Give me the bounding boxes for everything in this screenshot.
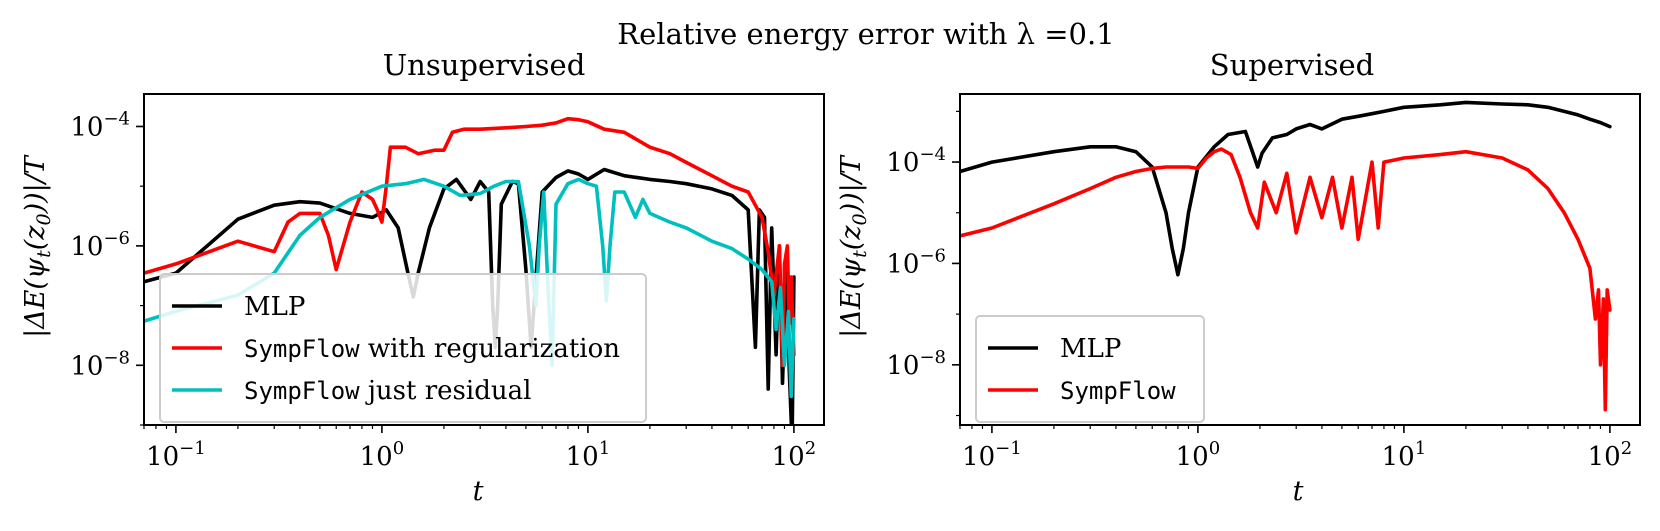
x-tick-label: 10−1 [962,438,1022,472]
x-tick-label: 100 [1176,438,1221,472]
figure-suptitle: Relative energy error with λ =0.1 [617,17,1114,51]
ylabel-unsupervised: |ΔE(ψt(z0))|/T [20,154,55,338]
y-tick-label: 10−6 [886,245,946,279]
xlabel-unsupervised: t [473,476,484,507]
panel-title-unsupervised: Unsupervised [383,48,586,82]
y-tick-label: 10−4 [70,108,130,142]
x-tick-label: 101 [566,438,611,472]
ylabel-unsupervised-text: |ΔE(ψt(z0))|/T [20,154,55,338]
plot-area-supervised: 10−1 100 101 102 10−8 10−6 10−4 MLP SympFlow [886,93,1641,472]
axes-frame [143,93,825,426]
axes-frame [959,93,1641,426]
panel-title-supervised: Supervised [1210,48,1374,82]
x-tick-label: 102 [772,438,817,472]
legend-box [159,273,647,423]
series-group [960,100,1612,412]
panel-supervised: Supervised |ΔE(ψt(z0))|/T t 10−1 100 101 10… [836,48,1641,507]
y-tick-label: 10−8 [70,347,130,381]
legend-box [975,315,1205,423]
series-line-residual [144,177,796,399]
legend: MLP SympFlow with regularization SympFlow … [159,273,647,423]
series-line-sympflow [144,116,796,368]
x-tick-label: 102 [1588,438,1633,472]
x-tick-label: 10−1 [146,438,206,472]
legend: MLP SympFlow [975,315,1205,423]
y-tick-label: 10−8 [886,347,946,381]
legend-label-residual: SympFlow just residual [244,376,531,406]
xlabel-supervised: t [1293,476,1304,507]
ylabel-supervised: |ΔE(ψt(z0))|/T [836,154,871,338]
legend-label-mlp: MLP [1060,334,1121,364]
legend-label-sympflow: SympFlow with regularization [244,334,620,364]
y-tick-label: 10−4 [886,144,946,178]
y-tick-label: 10−6 [70,228,130,262]
x-tick-label: 100 [360,438,405,472]
panel-unsupervised: Unsupervised |ΔE(ψt(z0))|/T t 10−1 100 101… [20,48,825,507]
series-line-sympflow [960,147,1612,412]
ylabel-supervised-text: |ΔE(ψt(z0))|/T [836,154,871,338]
series-line-mlp [960,100,1612,277]
plot-area-unsupervised: 10−1 100 101 102 10−8 10−6 10−4 MLP SympFlow wit… [70,93,825,472]
legend-label-sympflow: SympFlow [1060,377,1176,405]
legend-label-mlp: MLP [244,292,305,322]
x-tick-label: 101 [1382,438,1427,472]
